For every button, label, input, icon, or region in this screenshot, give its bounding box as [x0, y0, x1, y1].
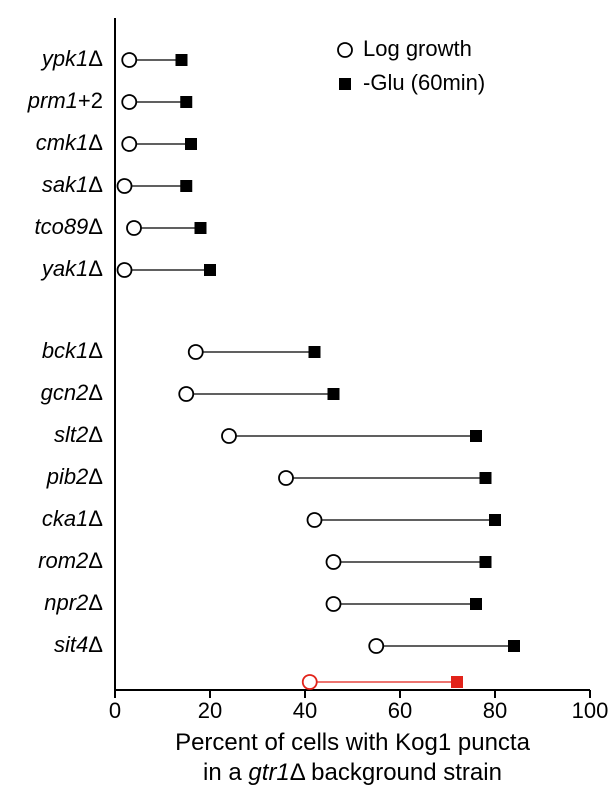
- row-label: cmk1Δ: [36, 130, 104, 155]
- xtick-label: 0: [109, 698, 121, 723]
- row-label: pib2Δ: [46, 464, 104, 489]
- glu-marker: [489, 514, 501, 526]
- glu-marker: [180, 180, 192, 192]
- row-label: prm1+2: [27, 88, 103, 113]
- glu-marker: [480, 472, 492, 484]
- glu-marker: [328, 388, 340, 400]
- row-label: rom2Δ: [38, 548, 103, 573]
- row-label: gcn2Δ: [41, 380, 104, 405]
- log-growth-marker: [118, 263, 132, 277]
- row-label: ypk1Δ: [40, 46, 103, 71]
- log-growth-marker: [127, 221, 141, 235]
- row-label: slt2Δ: [54, 422, 103, 447]
- glu-marker: [309, 346, 321, 358]
- x-axis-title-line1: Percent of cells with Kog1 puncta: [175, 729, 531, 756]
- legend-filled-square-icon: [339, 78, 351, 90]
- legend-label: Log growth: [363, 36, 472, 61]
- log-growth-marker: [303, 675, 317, 689]
- log-growth-marker: [222, 429, 236, 443]
- legend-open-circle-icon: [338, 43, 352, 57]
- xtick-label: 60: [388, 698, 412, 723]
- chart-svg: 0 20 40 60 80 100 Percent of cells with Kog1 p…: [0, 0, 615, 798]
- row-label: npr2Δ: [44, 590, 103, 615]
- log-growth-marker: [189, 345, 203, 359]
- log-growth-marker: [327, 597, 341, 611]
- row-label: yak1Δ: [40, 256, 103, 281]
- glu-marker: [508, 640, 520, 652]
- glu-marker: [180, 96, 192, 108]
- x-axis-title-line2: in a gtr1Δ background strain: [203, 759, 502, 786]
- glu-marker: [204, 264, 216, 276]
- xtick-label: 100: [572, 698, 609, 723]
- log-growth-marker: [327, 555, 341, 569]
- xtick-label: 80: [483, 698, 507, 723]
- glu-marker: [470, 598, 482, 610]
- log-growth-marker: [122, 95, 136, 109]
- log-growth-marker: [308, 513, 322, 527]
- xtick-label: 20: [198, 698, 222, 723]
- log-growth-marker: [122, 53, 136, 67]
- glu-marker: [451, 676, 463, 688]
- row-label: sit4Δ: [54, 632, 103, 657]
- row-label: cka1Δ: [42, 506, 103, 531]
- log-growth-marker: [279, 471, 293, 485]
- row-label: sak1Δ: [42, 172, 103, 197]
- glu-marker: [176, 54, 188, 66]
- log-growth-marker: [369, 639, 383, 653]
- legend: Log growth -Glu (60min): [338, 36, 485, 95]
- xtick-label: 40: [293, 698, 317, 723]
- glu-marker: [195, 222, 207, 234]
- glu-marker: [470, 430, 482, 442]
- row-label: bck1Δ: [42, 338, 103, 363]
- glu-marker: [185, 138, 197, 150]
- log-growth-marker: [122, 137, 136, 151]
- log-growth-marker: [179, 387, 193, 401]
- legend-label: -Glu (60min): [363, 70, 485, 95]
- log-growth-marker: [118, 179, 132, 193]
- chart-container: 0 20 40 60 80 100 Percent of cells with Kog1 p…: [0, 0, 615, 798]
- glu-marker: [480, 556, 492, 568]
- row-label: tco89Δ: [34, 214, 103, 239]
